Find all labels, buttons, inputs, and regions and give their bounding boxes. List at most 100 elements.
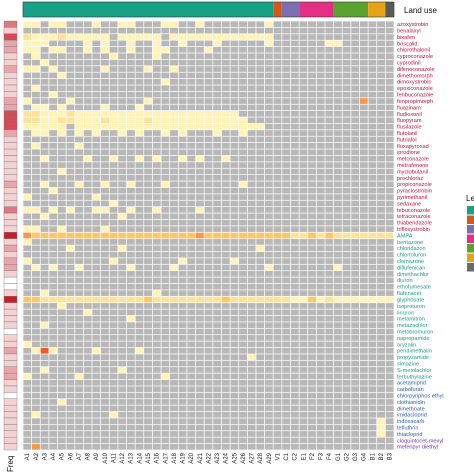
heatmap-cell: [368, 309, 377, 316]
heatmap-cell: [325, 123, 334, 130]
heatmap-cell: [342, 21, 351, 28]
heatmap-cell: [333, 367, 342, 373]
heatmap-cell: [351, 187, 360, 194]
heatmap-cell: [213, 328, 222, 335]
heatmap-cell: [170, 309, 178, 316]
heatmap-cell: [359, 46, 368, 53]
heatmap-cell: [170, 354, 178, 361]
heatmap-cell: [247, 245, 256, 252]
heatmap-cell: [273, 341, 282, 348]
heatmap-cell: [135, 424, 144, 431]
heatmap-cell: [213, 168, 222, 175]
heatmap-cell: [290, 418, 299, 425]
heatmap-cell: [144, 175, 153, 181]
heatmap-cell: [247, 347, 256, 354]
heatmap-cell: [342, 271, 351, 277]
heatmap-cell: [316, 309, 325, 316]
heatmap-cell: [247, 315, 256, 322]
heatmap-cell: [101, 104, 109, 111]
heatmap-cell: [195, 187, 204, 194]
heatmap-cell: [152, 104, 161, 111]
heatmap-cell: [135, 213, 144, 220]
heatmap-cell: [118, 354, 127, 361]
heatmap-cell: [204, 418, 213, 425]
heatmap-cell: [325, 27, 334, 34]
heatmap-cell: [247, 386, 256, 393]
heatmap-cell: [83, 399, 92, 405]
heatmap-cell: [23, 78, 32, 85]
heatmap-cell: [118, 136, 127, 143]
heatmap-cell: [359, 386, 368, 393]
heatmap-cell: [290, 104, 299, 111]
heatmap-cell: [247, 360, 256, 367]
heatmap-cell: [161, 264, 170, 271]
heatmap-cell: [230, 181, 239, 188]
column-label: A15: [146, 452, 152, 463]
heatmap-cell: [368, 354, 377, 361]
heatmap-cell: [230, 53, 239, 60]
heatmap-cell: [359, 335, 368, 341]
row-label: benalaxyl: [397, 29, 421, 35]
heatmap-cell: [83, 85, 92, 92]
heatmap-cell: [359, 239, 368, 245]
heatmap-cell: [368, 168, 377, 175]
heatmap-cell: [57, 379, 66, 386]
heatmap-cell: [359, 245, 368, 252]
heatmap-cell: [83, 431, 92, 437]
heatmap-cell: [152, 303, 161, 309]
heatmap-cell: [256, 392, 265, 399]
heatmap-cell: [40, 136, 49, 143]
heatmap-cell: [135, 277, 144, 284]
heatmap-cell: [299, 155, 308, 162]
heatmap-cell: [23, 405, 32, 412]
heatmap-cell: [135, 194, 144, 200]
heatmap-cell: [23, 239, 32, 245]
heatmap-cell: [256, 110, 265, 117]
heatmap-cell: [178, 194, 187, 200]
heatmap-cell: [308, 239, 316, 245]
column-label: V1: [275, 452, 281, 460]
heatmap-cell: [299, 40, 308, 47]
heatmap-cell: [308, 117, 316, 124]
heatmap-cell: [195, 373, 204, 380]
heatmap-cell: [195, 245, 204, 252]
heatmap-cell: [92, 341, 101, 348]
freq-cell: [3, 385, 18, 393]
heatmap-cell: [178, 136, 187, 143]
heatmap-cell: [40, 290, 49, 296]
landuse-segment: [333, 2, 369, 17]
heatmap-cell: [170, 373, 178, 380]
heatmap-cell: [135, 40, 144, 47]
heatmap-cell: [152, 162, 161, 168]
heatmap-cell: [256, 200, 265, 207]
heatmap-cell: [264, 66, 273, 72]
heatmap-cell: [170, 271, 178, 277]
heatmap-cell: [178, 277, 187, 284]
column-label: A9: [94, 452, 100, 460]
heatmap-cell: [299, 443, 308, 450]
heatmap-cell: [75, 360, 84, 367]
heatmap-cell: [170, 219, 178, 226]
heatmap-cell: [256, 34, 265, 40]
heatmap-cell: [230, 91, 239, 98]
heatmap-cell: [152, 399, 161, 405]
heatmap-cell: [83, 207, 92, 213]
heatmap-cell: [282, 354, 291, 361]
heatmap-cell: [316, 110, 325, 117]
heatmap-cell: [178, 34, 187, 40]
heatmap-cell: [273, 27, 282, 34]
heatmap-cell: [109, 418, 118, 425]
heatmap-cell: [351, 443, 360, 450]
heatmap-cell: [195, 354, 204, 361]
heatmap-cell: [377, 143, 386, 149]
heatmap-cell: [221, 411, 230, 418]
heatmap-cell: [187, 213, 196, 220]
heatmap-cell: [187, 59, 196, 66]
heatmap-cell: [239, 431, 247, 437]
heatmap-cell: [368, 136, 377, 143]
heatmap-cell: [325, 264, 334, 271]
heatmap-cell: [316, 34, 325, 40]
heatmap-cell: [118, 341, 127, 348]
heatmap-cell: [264, 411, 273, 418]
heatmap-cell: [230, 110, 239, 117]
